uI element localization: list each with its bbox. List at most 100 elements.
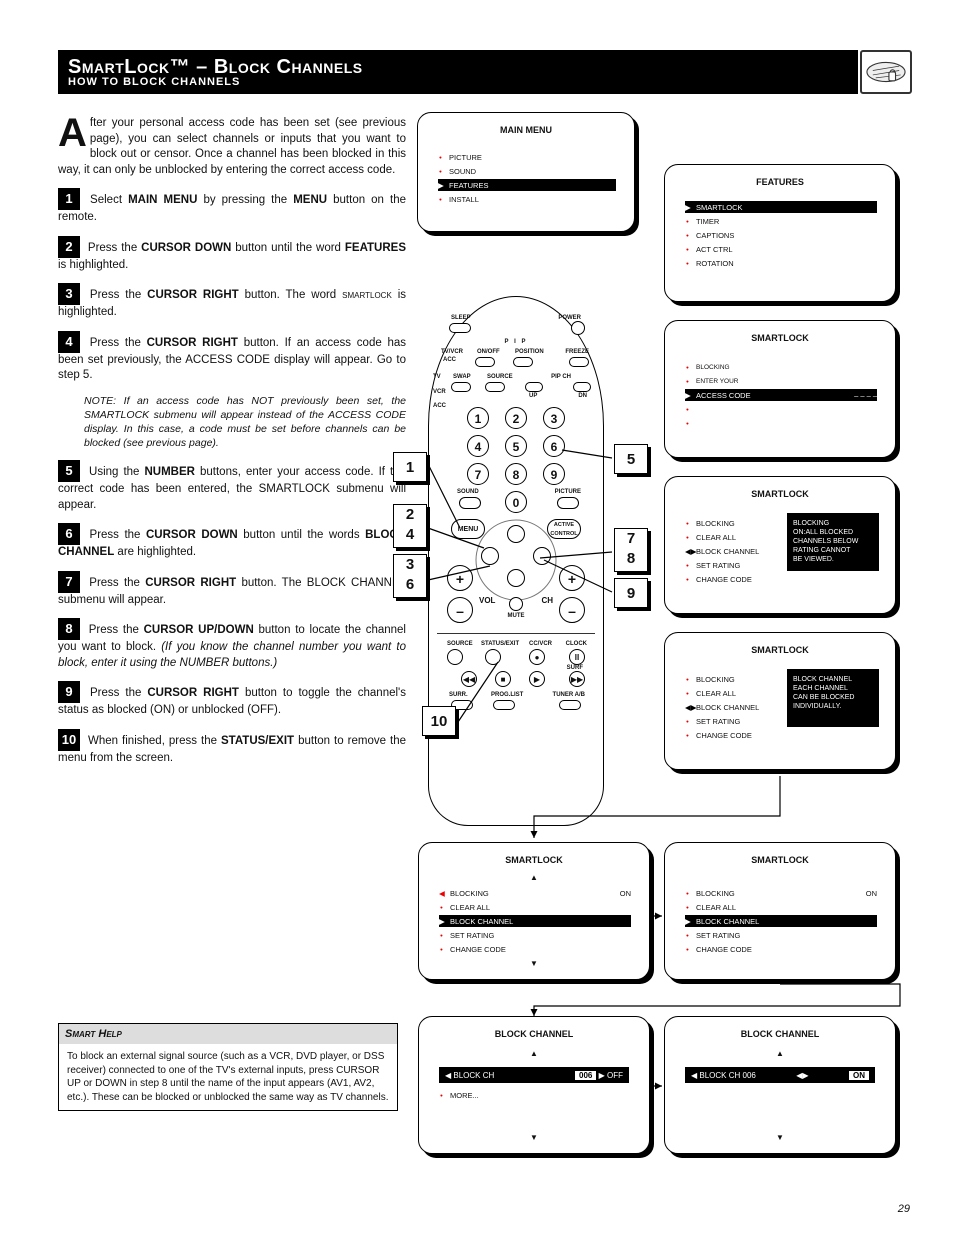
step-5-num: 5 <box>58 460 80 482</box>
callout-5: 5 <box>614 444 648 474</box>
btn-source2[interactable] <box>447 649 463 665</box>
btn-cursor-left[interactable] <box>481 547 499 565</box>
lbl-sleep: SLEEP <box>451 315 471 321</box>
key-9[interactable]: 9 <box>543 463 565 485</box>
smart-help-box: Smart Help To block an external signal s… <box>58 1023 398 1111</box>
btn-picture[interactable] <box>557 497 579 509</box>
btn-sound[interactable] <box>459 497 481 509</box>
lbl-picture: PICTURE <box>555 489 581 495</box>
btn-prog[interactable] <box>493 700 515 710</box>
btn-pip-position[interactable] <box>513 357 533 367</box>
btn-ffwd[interactable]: ▶▶ <box>569 671 585 687</box>
osd-features: FEATURES ▶SMARTLOCK •TIMER •CAPTIONS •AC… <box>664 164 896 302</box>
btn-vol-dn[interactable]: – <box>447 597 473 623</box>
key-5[interactable]: 5 <box>505 435 527 457</box>
lbl-tv: TV <box>433 374 441 380</box>
osd-smart-cc1: SMARTLOCK •BLOCKING •CLEAR ALL ◀▶BLOCK C… <box>664 476 896 614</box>
section-icon <box>860 50 912 94</box>
lbl-acc: ACC <box>443 357 456 363</box>
remote-illustration: SLEEP POWER P I P TV/VCR ACC ON/OFF POSI… <box>428 296 604 826</box>
key-8[interactable]: 8 <box>505 463 527 485</box>
btn-swap[interactable] <box>451 382 471 392</box>
key-2[interactable]: 2 <box>505 407 527 429</box>
separator <box>437 633 595 634</box>
step-7-num: 7 <box>58 571 80 593</box>
lbl-position: POSITION <box>515 349 544 355</box>
step-4-note: NOTE: If an access code has NOT previous… <box>84 395 406 450</box>
btn-play[interactable]: ▶ <box>529 671 545 687</box>
callout-9: 9 <box>614 578 648 608</box>
btn-power[interactable] <box>571 321 585 335</box>
osd-access-title: SMARTLOCK <box>665 333 895 343</box>
dropcap: A <box>58 116 90 150</box>
lbl-mute: MUTE <box>429 613 603 619</box>
lbl-swap: SWAP <box>453 374 471 380</box>
step-3-num: 3 <box>58 283 80 305</box>
step-9-num: 9 <box>58 681 80 703</box>
btn-pip-freeze[interactable] <box>569 357 589 367</box>
lbl-src: SOURCE <box>447 641 473 647</box>
btn-cursor-right[interactable] <box>533 547 551 565</box>
key-0[interactable]: 0 <box>505 491 527 513</box>
title-sub: HOW TO BLOCK CHANNELS <box>68 76 240 88</box>
lbl-vcr: VCR <box>433 389 446 395</box>
btn-vol-up[interactable]: + <box>447 565 473 591</box>
osd-features-title: FEATURES <box>665 177 895 187</box>
lbl-tvvcr: TV/VCR <box>441 349 463 355</box>
page-number: 29 <box>898 1203 910 1215</box>
btn-cursor-up[interactable] <box>507 525 525 543</box>
osd-sc1-title: SMARTLOCK <box>665 489 895 499</box>
btn-ch-up[interactable]: + <box>559 565 585 591</box>
btn-cursor-down[interactable] <box>507 569 525 587</box>
btn-rec[interactable]: ● <box>529 649 545 665</box>
btn-pipch-dn[interactable] <box>573 382 591 392</box>
btn-status-exit[interactable] <box>485 649 501 665</box>
step-2-num: 2 <box>58 236 80 258</box>
lbl-pipch: PIP CH <box>551 374 571 380</box>
lbl-acc2: ACC <box>433 403 446 409</box>
btn-tuner[interactable] <box>559 700 581 710</box>
btn-source[interactable] <box>485 382 505 392</box>
btn-pause[interactable]: II <box>569 649 585 665</box>
lbl-onoff: ON/OFF <box>477 349 500 355</box>
smart-help-body: To block an external signal source (such… <box>59 1044 397 1110</box>
lbl-clock: CLOCK <box>566 641 587 647</box>
key-1[interactable]: 1 <box>467 407 489 429</box>
osd-main-menu: MAIN MENU •PICTURE •SOUND ▶FEATURES •INS… <box>417 112 635 232</box>
osd-main-title: MAIN MENU <box>418 125 634 135</box>
step-8-num: 8 <box>58 618 80 640</box>
lbl-pip: P I P <box>429 339 603 345</box>
btn-pip-onoff[interactable] <box>475 357 495 367</box>
lbl-surr: SURR. <box>449 692 468 698</box>
btn-rew[interactable]: ◀◀ <box>461 671 477 687</box>
step-1-num: 1 <box>58 188 80 210</box>
key-6[interactable]: 6 <box>543 435 565 457</box>
lbl-up: UP <box>529 393 537 399</box>
callout-7-8: 7 8 <box>614 528 648 572</box>
osd-smart-cc2: SMARTLOCK •BLOCKING •CLEAR ALL ◀▶BLOCK C… <box>664 632 896 770</box>
title-bar: SmartLock™ – Block Channels HOW TO BLOCK… <box>58 50 858 94</box>
step-4-num: 4 <box>58 331 80 353</box>
key-3[interactable]: 3 <box>543 407 565 429</box>
callout-10: 10 <box>422 706 456 736</box>
lbl-cc: CC/VCR <box>529 641 552 647</box>
osd-access-code: SMARTLOCK •BLOCKING •ENTER YOUR ▶ACCESS … <box>664 320 896 458</box>
lbl-surf: SURF <box>567 665 583 671</box>
btn-pipch-up[interactable] <box>525 382 543 392</box>
btn-ch-dn[interactable]: – <box>559 597 585 623</box>
key-7[interactable]: 7 <box>467 463 489 485</box>
callout-2-4: 2 4 <box>393 504 427 548</box>
step-10-num: 10 <box>58 729 80 751</box>
btn-mute[interactable] <box>509 597 523 611</box>
lbl-ch: CH <box>541 597 553 605</box>
osd-sc1-cc: BLOCKING ON:ALL BLOCKED CHANNELS BELOW R… <box>787 513 879 571</box>
osd-smart-list: SMARTLOCK ▲ ◀BLOCKINGON •CLEAR ALL ▶BLOC… <box>418 842 650 980</box>
btn-sleep[interactable] <box>449 323 471 333</box>
lbl-dn: DN <box>578 393 587 399</box>
lbl-sound: SOUND <box>457 489 479 495</box>
key-4[interactable]: 4 <box>467 435 489 457</box>
lbl-prog: PROG.LIST <box>491 692 523 698</box>
btn-stop[interactable]: ■ <box>495 671 511 687</box>
lbl-freeze: FREEZE <box>565 349 589 355</box>
lbl-status: STATUS/EXIT <box>481 641 519 647</box>
